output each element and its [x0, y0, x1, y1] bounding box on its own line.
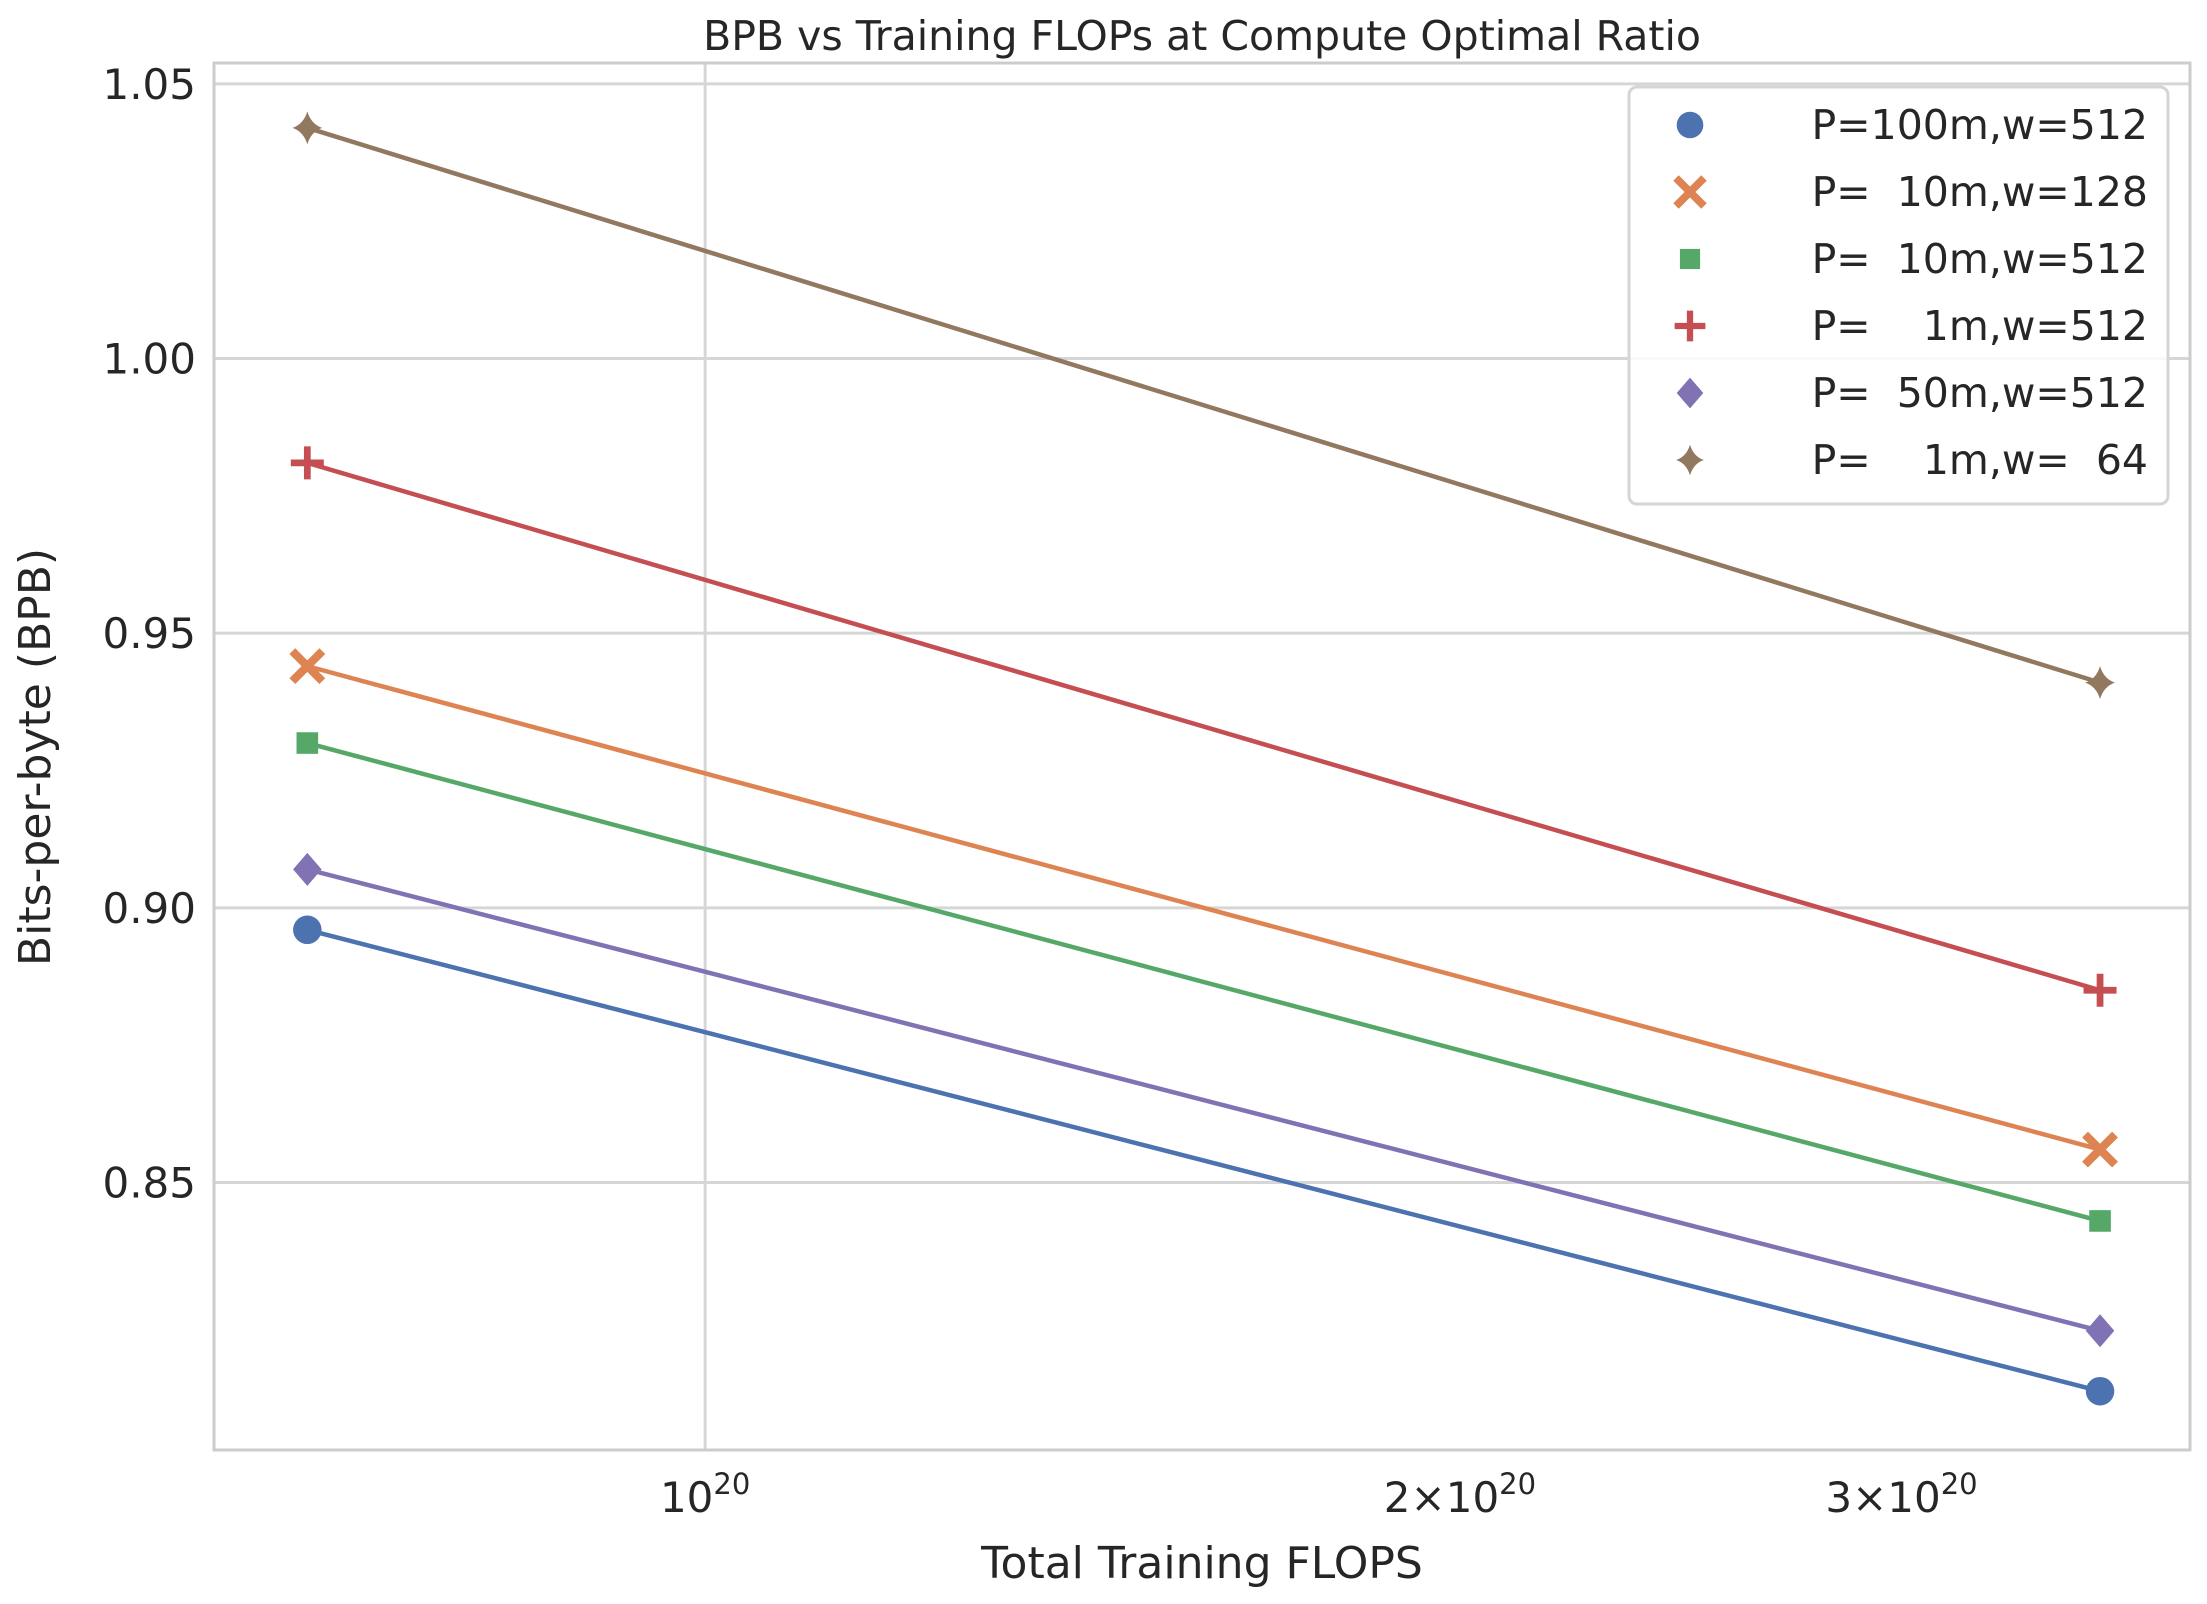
data-point-circle-icon — [293, 915, 322, 945]
x-axis-label: Total Training FLOPS — [980, 1538, 1423, 1589]
data-point-circle-icon — [2085, 1376, 2115, 1406]
data-point-diamond-icon — [293, 852, 322, 886]
legend-label: P= 10m,w=128 — [1812, 168, 2148, 216]
series-line-4 — [306, 867, 2101, 1333]
legend-label: P= 50m,w=512 — [1812, 369, 2148, 417]
y-tick-label: 1.00 — [102, 335, 196, 384]
x-tick-exp: 20 — [1499, 1467, 1536, 1501]
legend-x-icon — [1673, 175, 1707, 209]
x-tick-base: 10 — [660, 1473, 713, 1522]
x-tick-base: 10 — [1446, 1473, 1499, 1522]
y-tick-label: 0.95 — [102, 609, 196, 658]
legend-star4-icon — [1676, 444, 1704, 476]
data-point-plus-icon — [2083, 973, 2117, 1007]
legend: P=100m,w=512 P= 10m,w=128 P= 10m,w=512 P= 1… — [1627, 85, 2170, 506]
data-point-square-icon — [296, 732, 319, 754]
data-point-x-icon — [2082, 1131, 2118, 1168]
x-tick-label: 3×1020 — [1825, 1467, 1977, 1522]
y-tick-label: 1.05 — [102, 60, 196, 109]
x-tick-base: 10 — [1887, 1473, 1940, 1522]
legend-label: P= 1m,w=512 — [1812, 302, 2148, 350]
legend-square-icon — [1679, 248, 1701, 270]
data-point-square-icon — [2089, 1210, 2111, 1232]
legend-label: P=100m,w=512 — [1812, 101, 2148, 149]
data-point-star4-icon — [2085, 666, 2115, 700]
x-tick-mult: 2× — [1384, 1473, 1446, 1522]
x-tick-labels: 1020 2×1020 3×1020 — [660, 1467, 1978, 1522]
series-line-2 — [306, 740, 2101, 1224]
x-tick-mult: 3× — [1825, 1473, 1887, 1522]
series-line-5 — [306, 125, 2101, 685]
legend-box — [1627, 85, 2170, 506]
series-lines — [306, 125, 2101, 1394]
data-point-x-icon — [289, 648, 326, 685]
legend-label: P= 10m,w=512 — [1812, 235, 2148, 283]
y-tick-label: 0.90 — [102, 884, 196, 933]
x-tick-exp: 20 — [1941, 1467, 1978, 1501]
series-markers — [289, 111, 2118, 1406]
x-tick-exp: 20 — [713, 1467, 750, 1501]
legend-circle-icon — [1676, 111, 1704, 139]
legend-plus-icon — [1674, 310, 1706, 342]
series-line-3 — [306, 460, 2101, 993]
y-tick-label: 0.85 — [102, 1158, 196, 1207]
series-line-0 — [306, 927, 2101, 1394]
chart-title: BPB vs Training FLOPs at Compute Optimal… — [703, 12, 1701, 60]
legend-diamond-icon — [1676, 377, 1704, 409]
data-point-diamond-icon — [2085, 1314, 2115, 1348]
legend-label: P= 1m,w= 64 — [1812, 436, 2148, 484]
y-axis-label: Bits-per-byte (BPB) — [10, 548, 61, 966]
series-line-1 — [306, 663, 2101, 1152]
data-point-star4-icon — [292, 111, 323, 145]
plot-frame — [212, 61, 2192, 1452]
x-tick-label: 2×1020 — [1384, 1467, 1536, 1522]
x-tick-label: 1020 — [660, 1467, 750, 1522]
y-tick-labels: 0.85 0.90 0.95 1.00 1.05 — [102, 60, 196, 1208]
data-point-plus-icon — [290, 446, 324, 480]
